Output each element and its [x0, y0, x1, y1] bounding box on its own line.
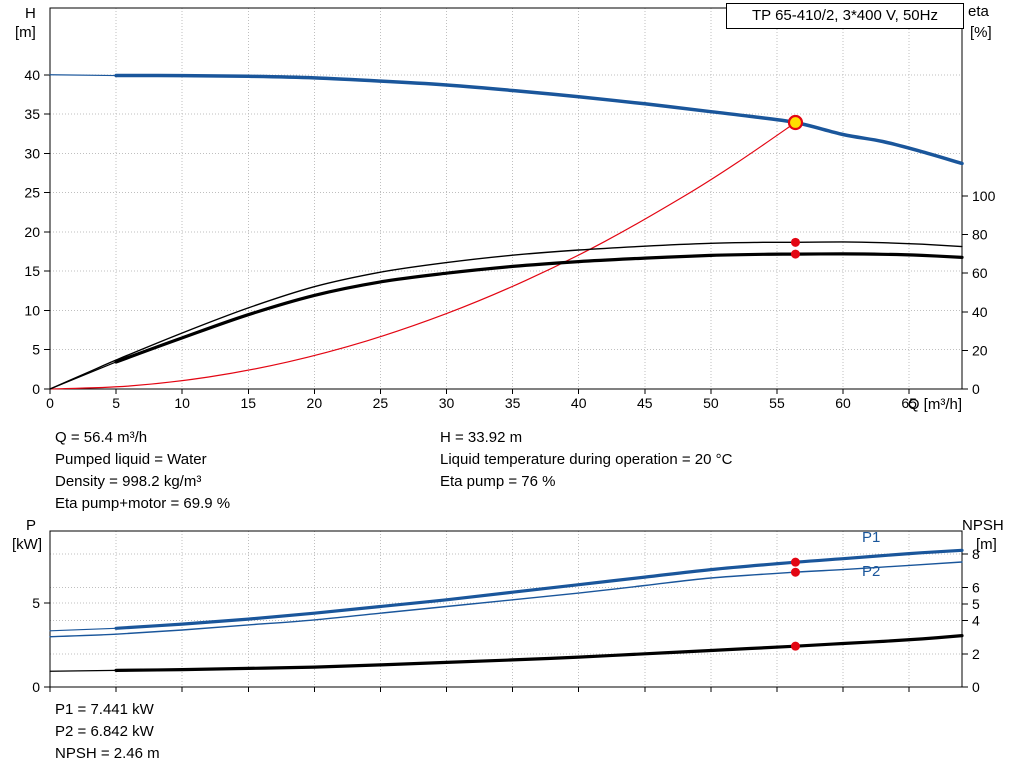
eta-axis-title: eta	[968, 3, 989, 20]
y-left-tick-label: 5	[32, 595, 40, 611]
q-axis-title: Q [m³/h]	[907, 396, 962, 413]
npsh-point	[790, 641, 800, 651]
y-left-tick-label: 25	[24, 185, 40, 201]
p-axis-title: P	[26, 517, 37, 534]
p1-point	[790, 557, 800, 567]
x-tick-label: 0	[46, 395, 54, 411]
annotation-flow: Q = 56.4 m³/h	[55, 429, 148, 446]
y-right-tick-label: 0	[972, 381, 980, 397]
y-left-tick-label: 30	[24, 145, 40, 161]
x-tick-label: 20	[307, 395, 323, 411]
pump-title-box: TP 65-410/2, 3*400 V, 50Hz	[726, 3, 964, 29]
x-tick-label: 25	[373, 395, 389, 411]
y-right-tick-label: 2	[972, 646, 980, 662]
annotation-p1: P1 = 7.441 kW	[55, 701, 154, 718]
annotation-pumped-liquid: Pumped liquid = Water	[55, 451, 207, 468]
eta-pump-point	[790, 237, 800, 247]
duty-point	[787, 114, 804, 131]
npsh-curve	[114, 634, 964, 673]
p-axis-unit: [kW]	[12, 536, 42, 553]
x-tick-label: 35	[505, 395, 521, 411]
y-right-tick-label: 40	[972, 304, 988, 320]
duty-data-right: H = 33.92 m Liquid temperature during op…	[440, 427, 732, 493]
y-right-tick-label: 0	[972, 679, 980, 695]
annotation-density: Density = 998.2 kg/m³	[55, 473, 202, 490]
annotation-npsh: NPSH = 2.46 m	[55, 745, 160, 762]
y-left-tick-label: 15	[24, 263, 40, 279]
y-left-tick-label: 20	[24, 224, 40, 240]
x-tick-label: 5	[112, 395, 120, 411]
eta-axis-unit: [%]	[970, 24, 992, 41]
hq-eta-chart: 0 5 10 15 20 25 30 35 40 45 50 55 60 65 0 5 10 15 20 25 30 35…	[24, 7, 996, 411]
annotation-temperature: Liquid temperature during operation = 20…	[440, 451, 733, 468]
y-right-tick-label: 60	[972, 265, 988, 281]
hq-curve-lead	[49, 74, 117, 77]
x-tick-label: 30	[439, 395, 455, 411]
x-tick-label: 10	[174, 395, 190, 411]
annotation-eta-pump: Eta pump = 76 %	[440, 473, 556, 490]
duty-data-left: Q = 56.4 m³/h Pumped liquid = Water Dens…	[55, 427, 230, 515]
y-right-tick-label: 5	[972, 596, 980, 612]
eta-pump-motor-curve	[114, 252, 964, 364]
npsh-curve-lead	[49, 669, 117, 672]
eta-pump-motor-lead	[49, 361, 117, 390]
x-tick-label: 65	[901, 395, 917, 411]
power-data: P1 = 7.441 kW P2 = 6.842 kW NPSH = 2.46 …	[55, 699, 160, 765]
y-right-tick-label: 6	[972, 579, 980, 595]
p1-curve-label: P1	[862, 529, 881, 546]
x-tick-label: 15	[240, 395, 256, 411]
p2-curve	[49, 561, 963, 638]
y-right-tick-label: 20	[972, 342, 988, 358]
x-tick-label: 50	[703, 395, 719, 411]
x-tick-label: 55	[769, 395, 785, 411]
npsh-axis-title: NPSH	[962, 517, 1004, 534]
y-right-tick-label: 80	[972, 227, 988, 243]
x-tick-label: 40	[571, 395, 587, 411]
system-curve	[49, 121, 797, 390]
y-right-tick-label: 4	[972, 613, 980, 629]
plot-frame	[49, 530, 963, 688]
y-left-tick-label: 40	[24, 67, 40, 83]
p2-curve-label: P2	[862, 563, 881, 580]
h-axis-unit: [m]	[15, 24, 36, 41]
y-left-tick-label: 10	[24, 302, 40, 318]
hq-curve	[114, 73, 964, 166]
x-tick-label: 60	[835, 395, 851, 411]
annotation-p2: P2 = 6.842 kW	[55, 723, 154, 740]
h-axis-title: H	[25, 5, 36, 22]
y-left-tick-label: 0	[32, 381, 40, 397]
y-left-tick-label: 35	[24, 106, 40, 122]
annotation-head: H = 33.92 m	[440, 429, 523, 446]
y-right-tick-label: 8	[972, 546, 980, 562]
x-tick-label: 45	[637, 395, 653, 411]
eta-pump-motor-point	[790, 249, 800, 259]
p1-curve-lead	[49, 627, 117, 632]
y-left-tick-label: 0	[32, 679, 40, 695]
eta-pump-curve	[49, 241, 963, 390]
y-right-tick-label: 100	[972, 188, 996, 204]
y-left-tick-label: 5	[32, 342, 40, 358]
annotation-eta-pump-motor: Eta pump+motor = 69.9 %	[55, 495, 231, 512]
npsh-axis-unit: [m]	[976, 536, 997, 553]
p2-point	[790, 567, 800, 577]
p1-curve	[114, 548, 964, 630]
plot-frame	[49, 7, 963, 390]
